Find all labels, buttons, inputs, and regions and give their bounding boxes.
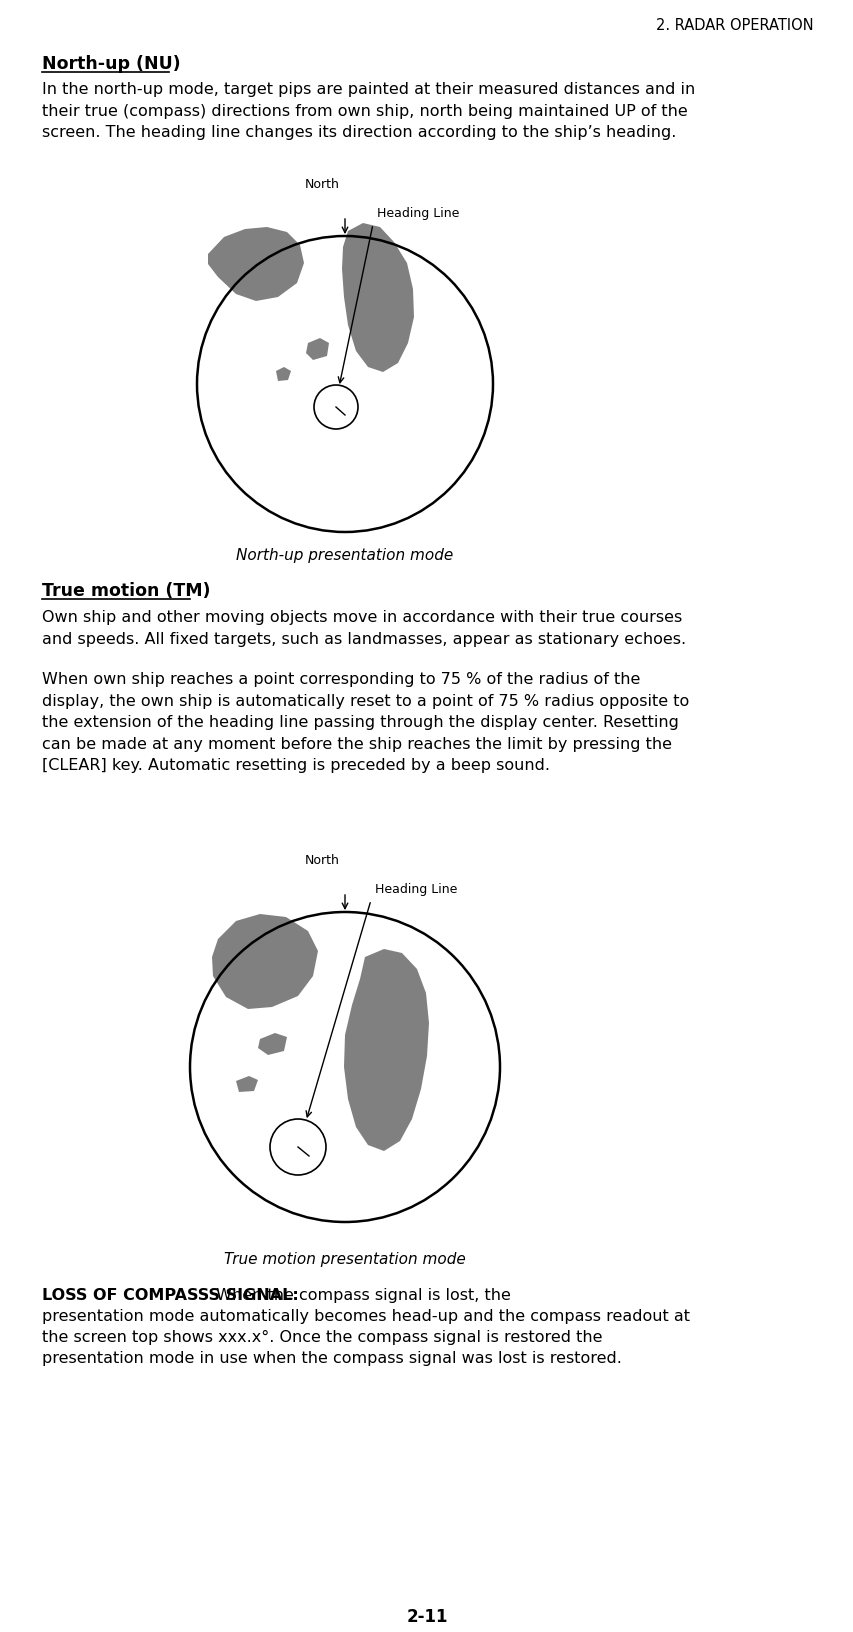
Text: True motion (TM): True motion (TM): [42, 581, 210, 599]
Text: North: North: [305, 178, 339, 191]
Text: Heading Line: Heading Line: [376, 207, 459, 220]
Polygon shape: [235, 1077, 258, 1092]
Text: 2. RADAR OPERATION: 2. RADAR OPERATION: [656, 18, 813, 33]
Polygon shape: [276, 367, 291, 382]
Polygon shape: [212, 914, 317, 1009]
Polygon shape: [341, 224, 414, 372]
Polygon shape: [258, 1033, 287, 1056]
Text: Own ship and other moving objects move in accordance with their true courses
and: Own ship and other moving objects move i…: [42, 610, 685, 646]
Text: Heading Line: Heading Line: [374, 883, 457, 896]
Text: When the compass signal is lost, the: When the compass signal is lost, the: [211, 1288, 510, 1302]
Text: North: North: [305, 854, 339, 867]
Text: North-up (NU): North-up (NU): [42, 55, 181, 73]
Polygon shape: [305, 339, 328, 361]
Text: In the north-up mode, target pips are painted at their measured distances and in: In the north-up mode, target pips are pa…: [42, 82, 694, 140]
Text: the screen top shows xxx.x°. Once the compass signal is restored the: the screen top shows xxx.x°. Once the co…: [42, 1328, 602, 1345]
Text: 2-11: 2-11: [406, 1608, 447, 1625]
Text: When own ship reaches a point corresponding to 75 % of the radius of the
display: When own ship reaches a point correspond…: [42, 672, 688, 774]
Text: LOSS OF COMPASSS SIGNAL:: LOSS OF COMPASSS SIGNAL:: [42, 1288, 299, 1302]
Text: presentation mode automatically becomes head-up and the compass readout at: presentation mode automatically becomes …: [42, 1309, 689, 1324]
Polygon shape: [208, 228, 304, 302]
Polygon shape: [344, 950, 428, 1151]
Text: presentation mode in use when the compass signal was lost is restored.: presentation mode in use when the compas…: [42, 1350, 621, 1364]
Text: North-up presentation mode: North-up presentation mode: [236, 548, 453, 563]
Text: True motion presentation mode: True motion presentation mode: [223, 1252, 466, 1266]
